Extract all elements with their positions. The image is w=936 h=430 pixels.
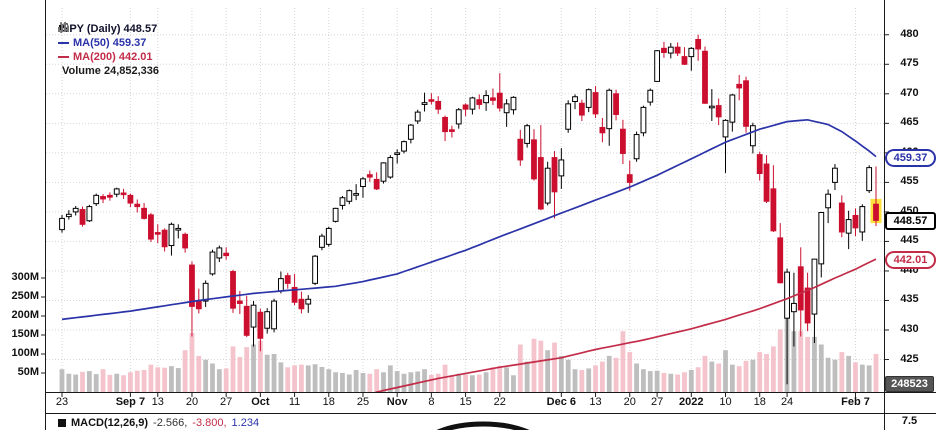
ma-lines-layer (61, 118, 877, 393)
volume-tick-label: 100M (11, 347, 39, 359)
chart-legend: SPY (Daily) 448.57 MA(50) 459.37 MA(200)… (58, 22, 159, 78)
time-tick-label: 27 (650, 396, 664, 408)
time-tick-label: 11 (288, 396, 301, 408)
time-axis[interactable]: 23 Sep 7 13 20 27 Oct 11 18 25 Nov 8 15 22 Dec 6 13 20 2… (0, 393, 884, 413)
macd-label: MACD(12,26,9) (71, 417, 149, 429)
macd-value-1: -2.566, (153, 417, 188, 429)
black-square-icon (58, 419, 66, 427)
legend-ma50-row: MA(50) 459.37 (58, 36, 159, 50)
partial-logo-ellipse (436, 421, 530, 430)
time-tick-label: 2022 (679, 396, 704, 408)
time-tick-label: 13 (589, 396, 602, 408)
time-tick-label: Dec 6 (546, 396, 577, 408)
macd-legend: MACD(12,26,9) -2.566, -3.800, 1.234 (58, 417, 259, 429)
time-tick-label: 20 (185, 396, 199, 408)
time-tick-label: Sep 7 (115, 396, 146, 408)
ma200-label: MA(200) 442.01 (73, 51, 153, 63)
volume-tick-label: 150M (11, 328, 39, 340)
legend-volume-row: Volume 24,852,336 (58, 22, 160, 78)
ma50-line (61, 118, 877, 321)
grid-layer (46, 8, 884, 397)
time-tick-label: 8 (428, 396, 435, 408)
time-tick-label: 10 (719, 396, 732, 408)
time-tick-label: 23 (55, 396, 69, 408)
red-line-swatch (58, 56, 69, 58)
time-tick-label: 18 (753, 396, 766, 408)
time-tick-label: 25 (356, 396, 370, 408)
candles-layer (59, 34, 879, 385)
ma200-line (373, 258, 877, 393)
volume-axis[interactable]: 300M 250M 200M 150M 100M 50M (0, 0, 45, 430)
time-tick-label: 22 (493, 396, 506, 408)
time-tick-label: Feb 7 (841, 396, 870, 408)
volume-layer (59, 306, 879, 392)
symbol-label: SPY (Daily) 448.57 (62, 23, 158, 35)
time-tick-label: 15 (459, 396, 472, 408)
macd-value-3: 1.234 (231, 417, 260, 429)
time-tick-label: 20 (623, 396, 636, 408)
macd-value-2: -3.800, (192, 417, 227, 429)
volume-tick-label: 300M (11, 271, 39, 283)
blue-line-swatch (58, 42, 69, 44)
legend-ma200-row: MA(200) 442.01 (58, 50, 159, 64)
volume-tick-label: 250M (11, 290, 39, 302)
time-tick-label: 27 (220, 396, 233, 408)
frame-lines (41, 0, 936, 430)
macd-axis-tick: 7.5 (901, 415, 918, 427)
time-tick-label: Nov (386, 396, 408, 408)
legend-symbol-row: SPY (Daily) 448.57 (58, 22, 159, 36)
time-tick-label: Oct (251, 396, 270, 408)
time-tick-label: 24 (780, 396, 794, 408)
volume-label: Volume 24,852,336 (62, 65, 160, 77)
volume-tick-label: 200M (11, 309, 39, 321)
volume-tick-label: 50M (17, 366, 39, 378)
time-tick-label: 18 (322, 396, 335, 408)
time-tick-label: 13 (151, 396, 164, 408)
ma50-label: MA(50) 459.37 (73, 37, 147, 49)
